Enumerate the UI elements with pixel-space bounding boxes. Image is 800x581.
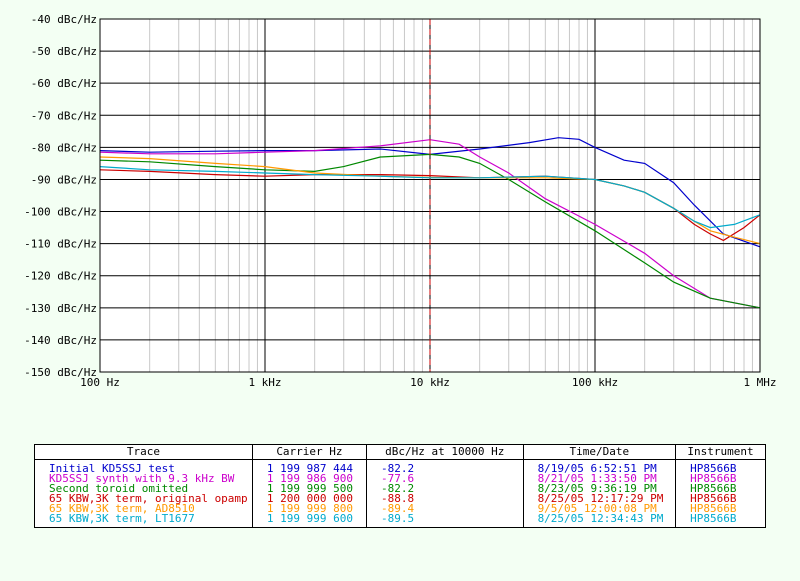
header-trace: Trace xyxy=(34,444,253,460)
x-tick-label: 1 MHz xyxy=(743,376,776,389)
dbc-value: -77.6 xyxy=(366,473,524,484)
instrument: HP8566B xyxy=(675,459,766,474)
header-time: Time/Date xyxy=(522,444,677,460)
header-carrier: Carrier Hz xyxy=(251,444,368,460)
carrier-hz: 1 200 000 000 xyxy=(251,493,368,504)
y-tick-label: -50 dBc/Hz xyxy=(31,45,97,58)
carrier-hz: 1 199 999 500 xyxy=(251,483,368,494)
instrument: HP8566B xyxy=(675,493,766,504)
trace-legend-table: Trace Carrier Hz dBc/Hz at 10000 Hz Time… xyxy=(34,444,766,528)
series-line xyxy=(99,139,761,309)
plot-frame xyxy=(99,18,761,373)
phase-noise-plot: -40 dBc/Hz -50 dBc/Hz -60 dBc/Hz -70 dBc/Hz… xyxy=(24,13,776,389)
instrument: HP8566B xyxy=(675,473,766,484)
y-tick-label: -120 dBc/Hz xyxy=(24,270,97,283)
y-tick-label: -70 dBc/Hz xyxy=(31,109,97,122)
series-line xyxy=(99,156,761,245)
legend-row: 65 KBW,3K term, LT1677 1 199 999 600 -89… xyxy=(34,513,766,528)
dbc-value: -88.8 xyxy=(366,493,524,504)
dbc-value: -89.4 xyxy=(366,503,524,514)
y-tick-label: -90 dBc/Hz xyxy=(31,173,97,186)
y-tick-label: -60 dBc/Hz xyxy=(31,77,97,90)
legend-header-row: Trace Carrier Hz dBc/Hz at 10000 Hz Time… xyxy=(34,444,766,460)
header-dbc: dBc/Hz at 10000 Hz xyxy=(366,444,524,460)
timestamp: 8/25/05 12:34:43 PM xyxy=(522,513,677,528)
x-tick-label: 1 kHz xyxy=(248,376,281,389)
trace-name: 65 KBW,3K term, LT1677 xyxy=(34,513,253,528)
x-tick-label: 100 Hz xyxy=(80,376,120,389)
legend-row: Initial KD5SSJ test 1 199 987 444 -82.2 … xyxy=(34,459,766,474)
legend-row: 65 KBW,3K term, AD8510 1 199 999 800 -89… xyxy=(34,503,766,514)
carrier-hz: 1 199 987 444 xyxy=(251,459,368,474)
series-line xyxy=(99,166,761,229)
legend-row: Second toroid omitted 1 199 999 500 -82.… xyxy=(34,483,766,494)
x-tick-label: 100 kHz xyxy=(572,376,618,389)
y-tick-label: -110 dBc/Hz xyxy=(24,238,97,251)
instrument: HP8566B xyxy=(675,513,766,528)
series-line xyxy=(99,153,761,309)
carrier-hz: 1 199 986 900 xyxy=(251,473,368,484)
y-tick-label: -130 dBc/Hz xyxy=(24,302,97,315)
legend-row: 65 KBW,3K term, original opamp 1 200 000… xyxy=(34,493,766,504)
header-instrument: Instrument xyxy=(675,444,766,460)
y-tick-label: -80 dBc/Hz xyxy=(31,141,97,154)
instrument: HP8566B xyxy=(675,483,766,494)
instrument: HP8566B xyxy=(675,503,766,514)
series-line xyxy=(99,137,761,248)
carrier-hz: 1 199 999 600 xyxy=(251,513,368,528)
minor-gridlines xyxy=(149,19,753,372)
carrier-hz: 1 199 999 800 xyxy=(251,503,368,514)
x-tick-label: 10 kHz xyxy=(410,376,450,389)
y-tick-label: -100 dBc/Hz xyxy=(24,206,97,219)
dbc-value: -82.2 xyxy=(366,483,524,494)
dbc-value: -82.2 xyxy=(366,459,524,474)
legend-row: KD5SSJ synth with 9.3 kHz BW 1 199 986 9… xyxy=(34,473,766,484)
dbc-value: -89.5 xyxy=(366,513,524,528)
series-curves xyxy=(99,137,761,309)
y-tick-label: -150 dBc/Hz xyxy=(24,366,97,379)
y-tick-label: -40 dBc/Hz xyxy=(31,13,97,26)
y-tick-label: -140 dBc/Hz xyxy=(24,334,97,347)
